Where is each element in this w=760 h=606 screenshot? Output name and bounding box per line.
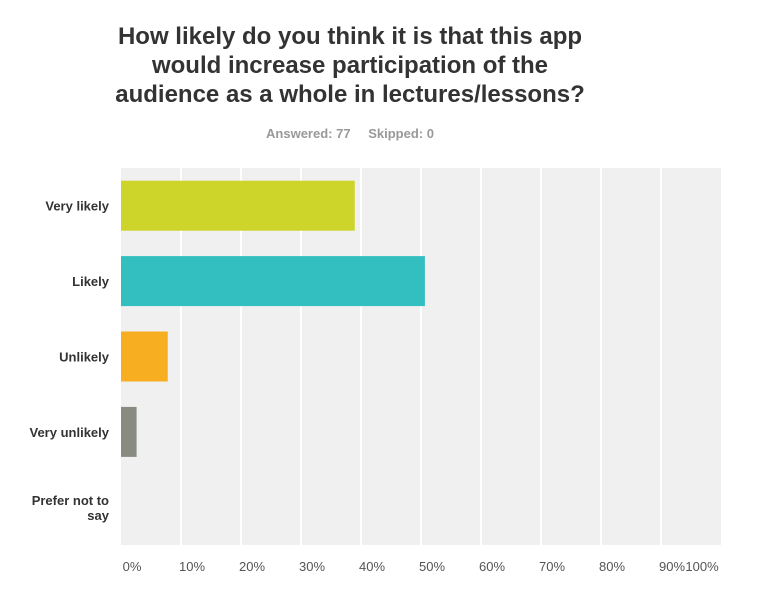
x-tick-label: 10% [179, 559, 205, 574]
x-tick-label: 20% [239, 559, 265, 574]
bar [121, 180, 355, 231]
x-tick-label: 0% [123, 559, 142, 574]
grid-lines [180, 168, 662, 545]
answered-count: Answered: 77 [266, 126, 351, 141]
category-label: say [87, 508, 109, 523]
x-tick-label: 30% [299, 559, 325, 574]
category-label: Very unlikely [30, 425, 110, 440]
category-label: Unlikely [59, 350, 110, 365]
title-line-2: would increase participation of the [151, 52, 549, 79]
x-tick-label: 50% [419, 559, 445, 574]
x-tick-label: 90% [659, 559, 685, 574]
skipped-count: Skipped: 0 [368, 126, 434, 141]
x-tick-label: 80% [599, 559, 625, 574]
bar [121, 256, 425, 307]
category-label: Very likely [45, 199, 109, 214]
bar [121, 331, 168, 382]
bar [121, 406, 137, 457]
category-label: Prefer not to [32, 493, 109, 508]
title-line-1: How likely do you think it is that this … [117, 23, 583, 50]
chart-title: How likely do you think it is that this … [60, 22, 640, 109]
title-line-3: audience as a whole in lectures/lessons? [115, 81, 585, 108]
bars [121, 180, 425, 457]
x-tick-label: 60% [479, 559, 505, 574]
x-tick-label: 70% [539, 559, 565, 574]
response-stats: Answered: 77 Skipped: 0 [0, 126, 700, 141]
x-tick-label: 40% [359, 559, 385, 574]
category-label: Likely [72, 274, 110, 289]
x-tick-label: 100% [685, 559, 719, 574]
category-labels: Very likely Likely Unlikely Very unlikely Pr… [30, 199, 110, 523]
x-tick-labels: 0% 10% 20% 30% 40% 50% 60% 70% 80% 90% 100% [123, 559, 719, 574]
